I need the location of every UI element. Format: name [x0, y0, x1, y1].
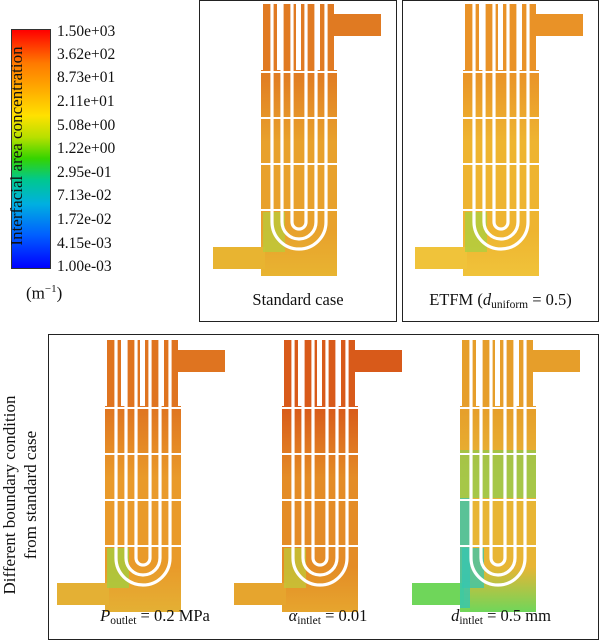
outlet-nozzle: [535, 14, 583, 36]
colorbar-title: Interfacial area concentration: [7, 46, 26, 246]
colorbar-tick: 7.13e-02: [57, 187, 112, 204]
tube-column: [503, 4, 517, 72]
outlet-nozzle: [333, 14, 381, 36]
wall-region: [460, 498, 470, 608]
contour-plot-alpha-inlet: [234, 340, 402, 612]
tube-column: [484, 4, 498, 72]
u-tube: [492, 4, 510, 231]
colorbar-tick: 1.22e+00: [57, 140, 116, 157]
colorbar-tick: 1.72e-02: [57, 211, 112, 228]
tube-column: [145, 340, 159, 408]
outlet-nozzle: [177, 350, 225, 372]
colorbar-tick: 2.11e+01: [57, 93, 115, 110]
tube-column: [263, 4, 277, 72]
u-tube: [114, 340, 172, 587]
colorbar-tick: 1.00e-03: [57, 258, 112, 275]
tube-column: [465, 4, 479, 72]
contour-plot-p-outlet: [57, 340, 225, 612]
mid-region: [460, 450, 536, 498]
tube-column: [303, 340, 317, 408]
colorbar-gradient: [11, 29, 51, 269]
inlet-nozzle: [234, 583, 286, 605]
u-tube: [482, 4, 520, 241]
u-tube: [479, 340, 517, 577]
u-tube: [489, 340, 507, 567]
caption-etfm: ETFM (duniform = 0.5): [429, 290, 572, 311]
tube-column: [107, 340, 121, 408]
tube-column: [462, 340, 476, 408]
outlet-nozzle: [354, 350, 402, 372]
u-tube: [290, 4, 308, 231]
inlet-nozzle: [415, 247, 467, 269]
colorbar-unit: (m−1): [26, 283, 63, 303]
u-tube: [301, 340, 339, 577]
u-tube: [469, 340, 527, 587]
inlet-nozzle: [213, 247, 265, 269]
tube-column: [282, 4, 296, 72]
group-label: Different boundary condition from standa…: [0, 395, 40, 595]
u-tube: [134, 340, 152, 567]
u-tube: [311, 340, 329, 567]
u-tube: [270, 4, 328, 251]
colorbar-tick: 5.08e+00: [57, 117, 116, 134]
tube-column: [481, 340, 495, 408]
contour-plot-d-inlet: [412, 340, 580, 612]
caption-d-inlet: dintlet = 0.5 mm: [451, 606, 551, 627]
inlet-nozzle: [412, 583, 464, 605]
tube-column: [322, 340, 336, 408]
tube-column: [284, 340, 298, 408]
u-tube: [291, 340, 349, 587]
colorbar-tick: 4.15e-03: [57, 235, 112, 252]
inlet-nozzle: [57, 583, 109, 605]
caption-alpha-inlet: αintlet = 0.01: [288, 606, 368, 627]
tube-column: [301, 4, 315, 72]
colorbar-tick: 2.95e-01: [57, 164, 112, 181]
u-tube: [280, 4, 318, 241]
colorbar-tick: 8.73e+01: [57, 69, 116, 86]
colorbar-tick: 3.62e+02: [57, 46, 116, 63]
colorbar-tick: 1.50e+03: [57, 23, 116, 40]
outlet-nozzle: [532, 350, 580, 372]
caption-standard: Standard case: [252, 290, 344, 309]
u-tube: [124, 340, 162, 577]
u-tube: [472, 4, 530, 251]
tube-column: [126, 340, 140, 408]
caption-p-outlet: Poutlet = 0.2 MPa: [100, 606, 210, 627]
contour-plot-etfm: [415, 4, 583, 276]
contour-plot-standard: [213, 4, 381, 276]
tube-column: [500, 340, 514, 408]
